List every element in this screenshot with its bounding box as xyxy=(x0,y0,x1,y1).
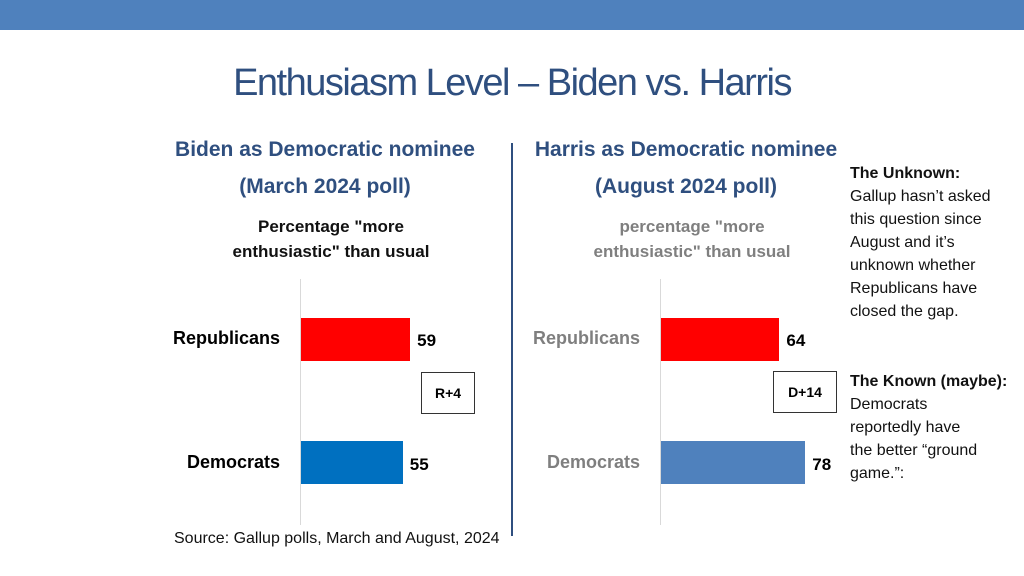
harris-chart-title: percentage "more enthusiastic" than usua… xyxy=(593,217,791,261)
note-known-text: Democrats reportedly have the better “gr… xyxy=(850,396,978,482)
biden-category-republicans: Republicans xyxy=(172,328,280,348)
biden-axis xyxy=(300,279,301,525)
note-unknown: The Unknown: Gallup hasn’t asked this qu… xyxy=(850,162,1022,323)
harris-value-democrats: 78 xyxy=(812,455,832,474)
note-known-heading: The Known (maybe): xyxy=(850,373,1008,390)
note-unknown-text: Gallup hasn’t asked this question since … xyxy=(850,188,991,320)
biden-chart-title: Percentage "more enthusiastic" than usua… xyxy=(232,217,430,261)
harris-category-republicans: Republicans xyxy=(532,328,640,348)
harris-gap-badge: D+14 xyxy=(773,371,837,413)
biden-heading-line2: (March 2024 poll) xyxy=(239,175,411,198)
source-note: Source: Gallup polls, March and August, … xyxy=(174,530,500,547)
biden-value-democrats: 55 xyxy=(409,455,429,474)
panel-divider xyxy=(511,143,513,536)
harris-axis xyxy=(660,279,661,525)
note-unknown-heading: The Unknown: xyxy=(850,165,961,182)
biden-value-republicans: 59 xyxy=(417,331,437,350)
biden-heading: Biden as Democratic nominee (March 2024 … xyxy=(160,131,490,205)
biden-bar-democrats xyxy=(301,441,403,484)
biden-category-democrats: Democrats xyxy=(186,452,280,472)
biden-heading-line1: Biden as Democratic nominee xyxy=(175,138,475,161)
biden-bar-republicans xyxy=(301,318,411,361)
harris-bar-republicans xyxy=(661,318,780,361)
harris-value-republicans: 64 xyxy=(786,331,806,350)
note-known: The Known (maybe): Democrats reportedly … xyxy=(850,370,1022,485)
harris-heading-line2: (August 2024 poll) xyxy=(594,175,778,198)
top-band xyxy=(0,0,1024,30)
biden-gap-badge: R+4 xyxy=(421,372,475,414)
harris-heading: Harris as Democratic nominee (August 202… xyxy=(521,131,851,205)
harris-category-democrats: Democrats xyxy=(546,452,640,472)
harris-heading-line1: Harris as Democratic nominee xyxy=(534,138,838,161)
slide-title: Enthusiasm Level – Biden vs. Harris xyxy=(233,62,792,104)
harris-bar-democrats xyxy=(661,441,806,484)
